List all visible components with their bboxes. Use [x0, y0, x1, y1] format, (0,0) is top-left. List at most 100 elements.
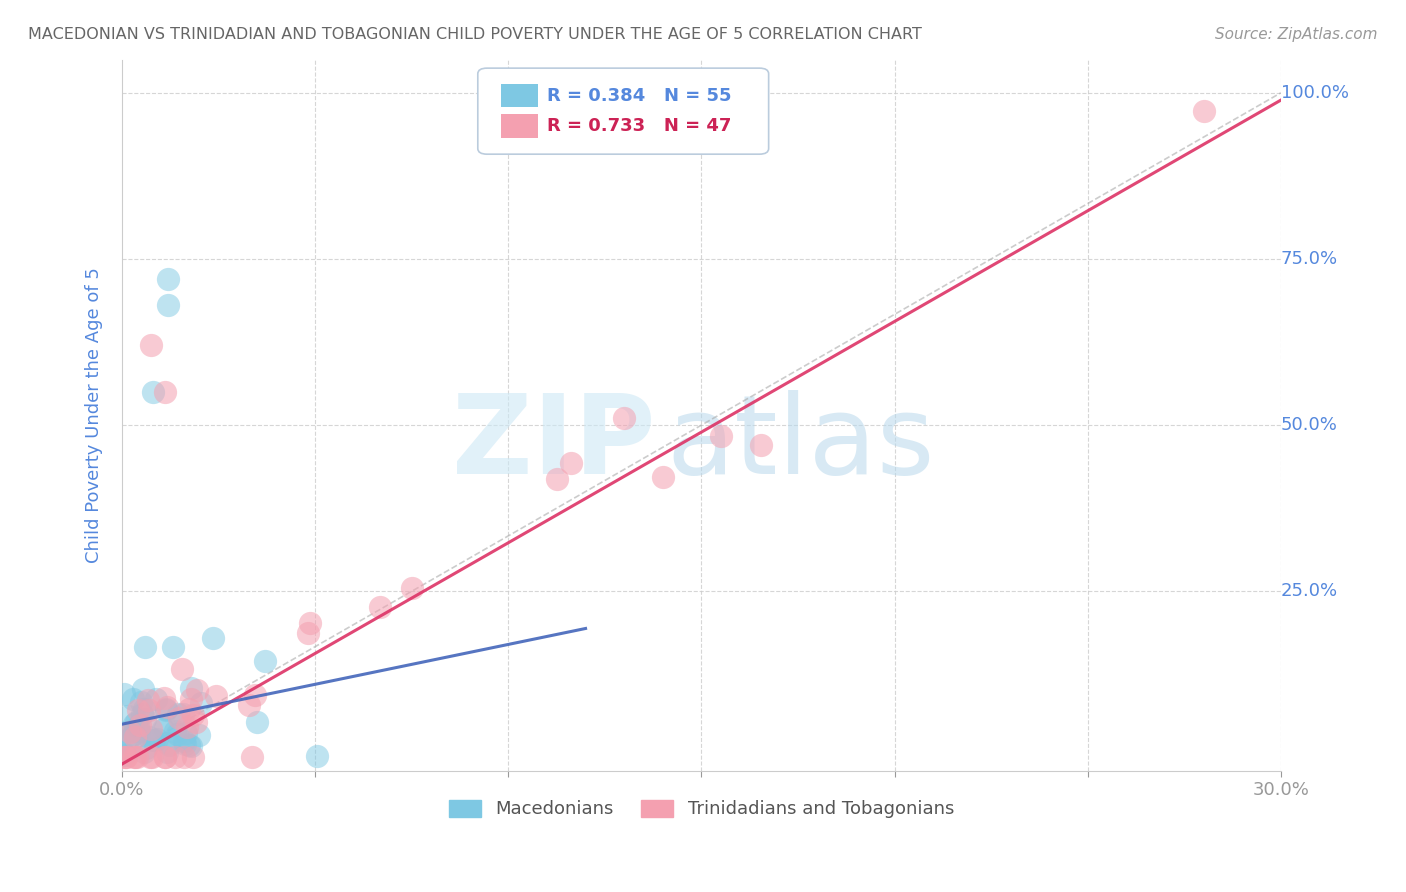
Text: atlas: atlas: [666, 390, 935, 497]
Point: [173, 734, 195, 748]
Text: ZIP: ZIP: [451, 390, 655, 497]
Point: [122, 717, 145, 731]
Point: [180, 739, 202, 753]
Point: [122, 723, 145, 738]
Point: [167, 711, 190, 725]
Point: [129, 695, 152, 709]
Point: [651, 470, 673, 484]
Point: [155, 701, 177, 715]
Point: [136, 693, 159, 707]
Text: 25.0%: 25.0%: [1281, 582, 1339, 600]
Text: 100.0%: 100.0%: [1281, 84, 1348, 102]
Point: [560, 456, 582, 470]
Point: [132, 746, 155, 760]
Point: [177, 702, 200, 716]
Point: [749, 438, 772, 452]
Point: [118, 724, 141, 739]
Point: [1192, 104, 1215, 119]
Point: [187, 728, 209, 742]
Point: [156, 745, 179, 759]
Point: [125, 714, 148, 729]
Point: [138, 730, 160, 744]
Point: [298, 616, 321, 631]
Point: [166, 727, 188, 741]
Point: [240, 750, 263, 764]
Point: [115, 750, 138, 764]
Point: [190, 697, 212, 711]
Point: [155, 703, 177, 717]
Point: [112, 687, 135, 701]
Point: [181, 708, 204, 723]
Point: [613, 411, 636, 425]
Point: [142, 733, 165, 747]
Bar: [501, 84, 538, 107]
Point: [157, 738, 180, 752]
Point: [153, 721, 176, 735]
Point: [165, 724, 187, 739]
Point: [253, 654, 276, 668]
Point: [138, 703, 160, 717]
Point: [146, 732, 169, 747]
Point: [173, 750, 195, 764]
Point: [297, 626, 319, 640]
Point: [124, 750, 146, 764]
Legend: Macedonians, Trinidadians and Tobagonians: Macedonians, Trinidadians and Tobagonian…: [441, 792, 962, 826]
Point: [134, 702, 156, 716]
Point: [368, 599, 391, 614]
Point: [238, 698, 260, 712]
Point: [117, 709, 139, 723]
Point: [112, 748, 135, 763]
Point: [141, 722, 163, 736]
Point: [134, 640, 156, 654]
Text: MACEDONIAN VS TRINIDADIAN AND TOBAGONIAN CHILD POVERTY UNDER THE AGE OF 5 CORREL: MACEDONIAN VS TRINIDADIAN AND TOBAGONIAN…: [28, 27, 922, 42]
Point: [112, 746, 135, 760]
Point: [128, 717, 150, 731]
Point: [139, 338, 162, 352]
Point: [305, 748, 328, 763]
Point: [162, 640, 184, 655]
Point: [124, 730, 146, 744]
Point: [157, 298, 180, 312]
Point: [131, 706, 153, 721]
Point: [112, 750, 135, 764]
Point: [127, 719, 149, 733]
Point: [172, 706, 194, 721]
Point: [127, 703, 149, 717]
Point: [180, 692, 202, 706]
Point: [114, 734, 136, 748]
Point: [246, 714, 269, 729]
Point: [167, 706, 190, 721]
Point: [127, 750, 149, 764]
Text: Source: ZipAtlas.com: Source: ZipAtlas.com: [1215, 27, 1378, 42]
FancyBboxPatch shape: [478, 68, 769, 154]
Point: [184, 715, 207, 730]
Text: 75.0%: 75.0%: [1281, 250, 1339, 268]
Point: [165, 750, 187, 764]
Text: R = 0.384   N = 55: R = 0.384 N = 55: [547, 87, 731, 105]
Point: [401, 581, 423, 595]
Text: R = 0.733   N = 47: R = 0.733 N = 47: [547, 118, 731, 136]
Point: [174, 726, 197, 740]
Point: [112, 725, 135, 739]
Point: [170, 662, 193, 676]
Point: [201, 632, 224, 646]
Bar: [501, 114, 538, 138]
Point: [115, 750, 138, 764]
Point: [153, 384, 176, 399]
Point: [122, 692, 145, 706]
Point: [122, 727, 145, 741]
Point: [142, 384, 165, 399]
Point: [145, 691, 167, 706]
Point: [128, 724, 150, 739]
Point: [174, 737, 197, 751]
Point: [179, 738, 201, 752]
Point: [186, 683, 208, 698]
Point: [139, 750, 162, 764]
Point: [132, 681, 155, 696]
Point: [153, 750, 176, 764]
Point: [181, 750, 204, 764]
Point: [122, 750, 145, 764]
Point: [710, 429, 733, 443]
Point: [134, 712, 156, 726]
Point: [157, 736, 180, 750]
